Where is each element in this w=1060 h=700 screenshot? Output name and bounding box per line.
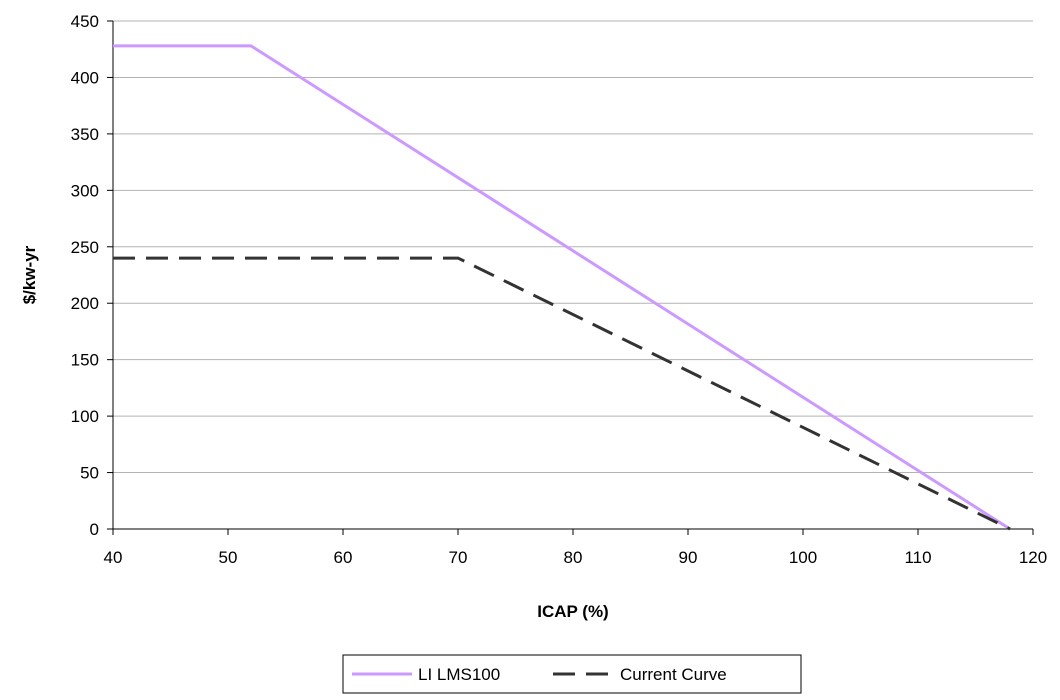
- x-tick-label: 100: [789, 548, 817, 567]
- y-tick-label: 400: [71, 68, 99, 87]
- y-tick-label: 200: [71, 294, 99, 313]
- legend: LI LMS100 Current Curve: [342, 654, 802, 694]
- y-tick-label: 350: [71, 125, 99, 144]
- legend-label-current-curve: Current Curve: [620, 665, 727, 684]
- plot-area: [113, 21, 1033, 529]
- series-line-li-lms100: [113, 44, 1011, 531]
- x-tick-label: 60: [334, 548, 353, 567]
- axes: [107, 20, 1034, 535]
- y-tick-label: 150: [71, 351, 99, 370]
- tick-labels: 0 50 100 150 200 250 300 350 400 450 40 50 60 70 80 90 1…: [71, 12, 1048, 567]
- y-tick-label: 300: [71, 181, 99, 200]
- y-tick-label: 450: [71, 12, 99, 31]
- x-tick-label: 80: [564, 548, 583, 567]
- y-axis-title: $/kw-yr: [20, 245, 39, 304]
- y-tick-label: 100: [71, 407, 99, 426]
- y-tick-label: 250: [71, 238, 99, 257]
- y-tick-label: 50: [80, 464, 99, 483]
- grid: [113, 20, 1033, 474]
- x-tick-label: 50: [219, 548, 238, 567]
- series-lines: [113, 44, 1011, 531]
- x-tick-label: 90: [679, 548, 698, 567]
- x-axis-title: ICAP (%): [537, 602, 608, 621]
- series-line-current-curve: [113, 256, 1011, 531]
- x-tick-label: 40: [104, 548, 123, 567]
- legend-label-li-lms100: LI LMS100: [418, 665, 500, 684]
- y-tick-label: 0: [90, 520, 99, 539]
- x-tick-label: 70: [449, 548, 468, 567]
- x-tick-label: 110: [904, 548, 931, 567]
- x-tick-label: 120: [1019, 548, 1047, 567]
